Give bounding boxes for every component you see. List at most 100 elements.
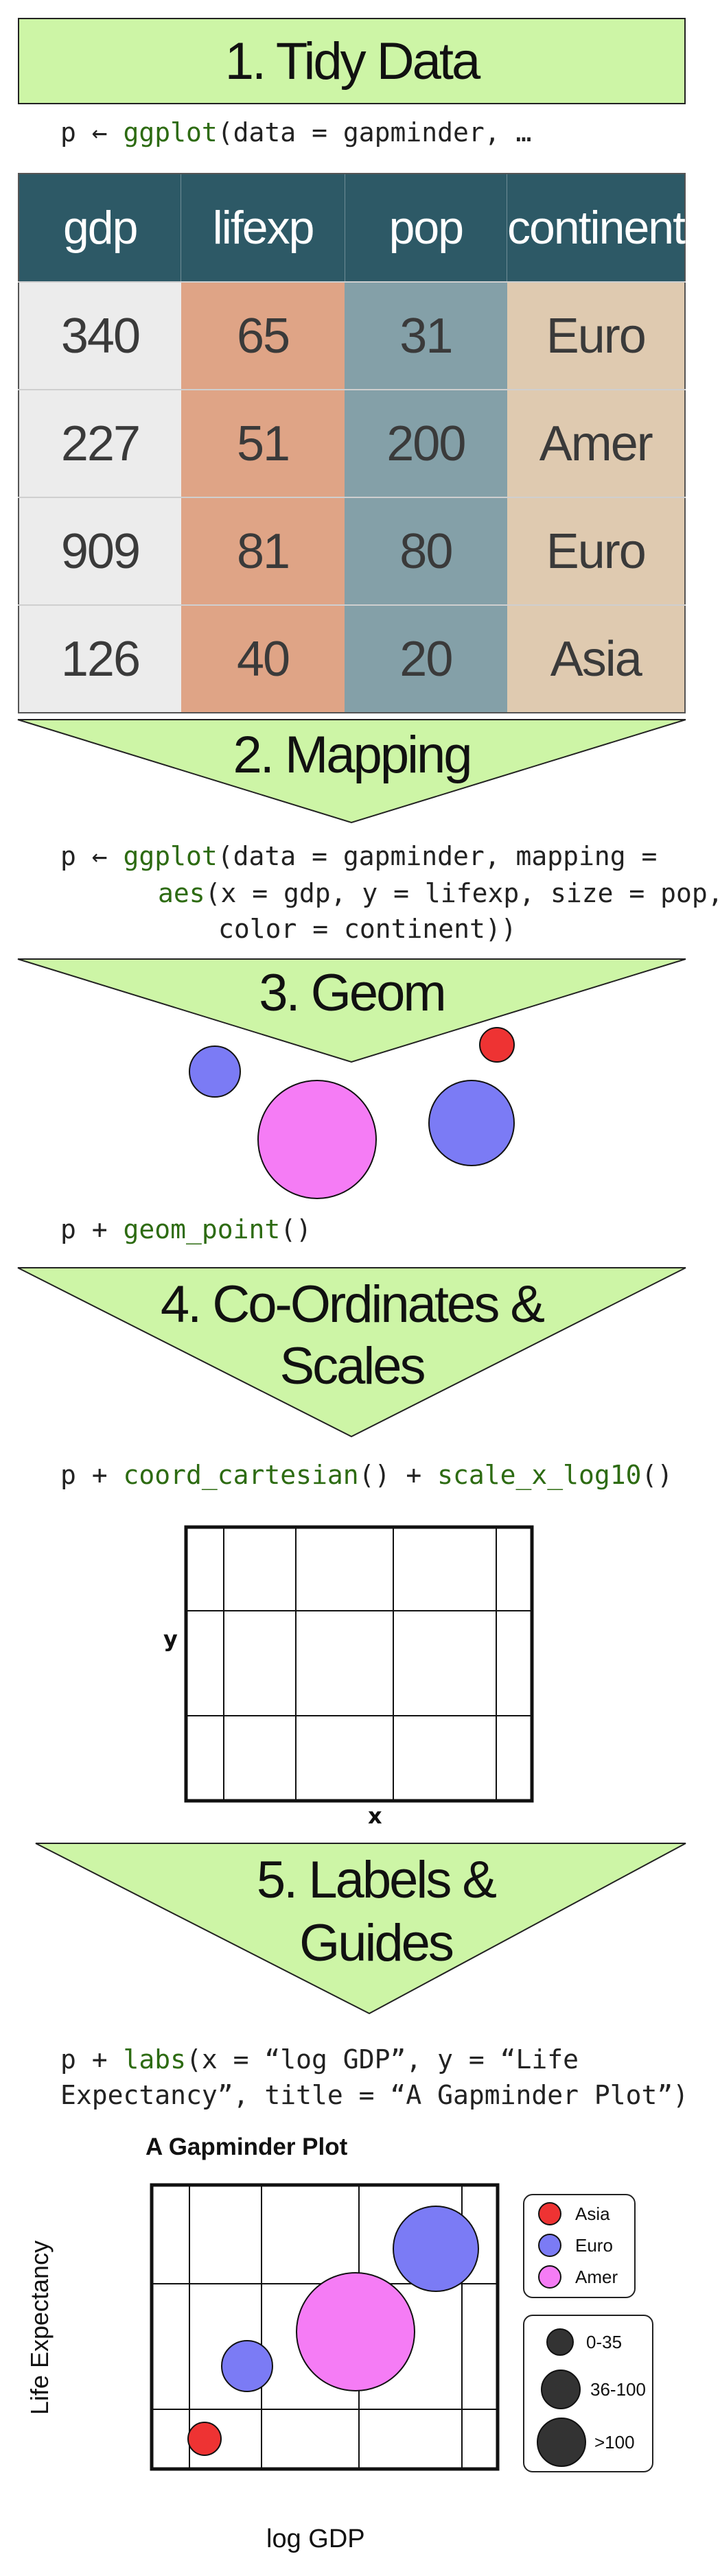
step3-title: 3. Geom <box>259 964 446 1022</box>
table-header: lifexp <box>181 174 345 282</box>
code-p: p ← <box>60 117 124 147</box>
size-legend: 0-35 36-100 >100 <box>523 2315 653 2472</box>
code-fn-geom-point: geom_point <box>123 1214 281 1244</box>
code-rest: () <box>280 1214 312 1244</box>
code-rest: (data = gapminder, … <box>217 117 532 147</box>
table-cell: Euro <box>507 281 685 390</box>
tidy-data-table: gdp lifexp pop continent 340 65 31 Euro … <box>18 173 686 713</box>
size-legend-label: 0-35 <box>586 2331 623 2352</box>
size-legend-item-large: >100 <box>537 2418 635 2467</box>
table-cell: 200 <box>345 389 507 497</box>
step3-funnel: 3. Geom <box>16 958 687 1063</box>
table-cell: 80 <box>345 497 507 605</box>
step2-code: p ← ggplot(data = gapminder, mapping = <box>60 838 657 875</box>
code-fn-labs: labs <box>123 2044 187 2075</box>
plot-point-euro-large <box>393 2206 479 2292</box>
plot-point-euro-small <box>221 2340 273 2392</box>
code-fn-ggplot: ggplot <box>123 841 218 871</box>
code-fn-scale-x-log10: scale_x_log10 <box>437 1460 642 1490</box>
final-plot-area <box>150 2183 500 2471</box>
color-legend: Asia Euro Amer <box>523 2194 636 2298</box>
table-row: 227 51 200 Amer <box>19 389 685 497</box>
final-plot-xlabel: log GDP <box>266 2525 365 2553</box>
step2-funnel: 2. Mapping <box>16 718 687 824</box>
geom-points <box>189 1027 515 1199</box>
final-plot-title: A Gapminder Plot <box>146 2134 348 2160</box>
table-cell: 65 <box>181 281 345 390</box>
step2-code-line3: color = continent)) <box>218 914 517 944</box>
code-mid: () + <box>358 1460 438 1490</box>
table-header: pop <box>345 174 508 282</box>
step4-funnel: 4. Co-Ordinates & Scales <box>16 1266 687 1438</box>
size-legend-label: >100 <box>594 2431 635 2453</box>
step1-code: p ← ggplot(data = gapminder, … <box>60 114 531 151</box>
plot-point-amer <box>296 2272 415 2391</box>
code-p: p + <box>60 1460 124 1490</box>
table-cell: 227 <box>19 389 181 497</box>
code-fn-aes: aes <box>158 878 205 908</box>
table-cell: 40 <box>181 604 345 713</box>
table-cell: 340 <box>19 281 181 390</box>
legend-item-amer: Amer <box>538 2265 618 2289</box>
coord-xlabel: x <box>368 1803 382 1829</box>
legend-label: Amer <box>575 2266 618 2287</box>
table-cell: 126 <box>19 604 181 713</box>
size-swatch <box>537 2418 586 2467</box>
geom-point-euro-large <box>428 1080 515 1166</box>
step5-code-line2: Expectancy”, title = “A Gapminder Plot”) <box>60 2080 689 2110</box>
size-swatch <box>541 2370 581 2409</box>
step5-title-line1: 5. Labels & <box>256 1851 497 1909</box>
plot-point-asia <box>187 2422 222 2456</box>
step5-code: p + labs(x = “log GDP”, y = “Life <box>60 2041 579 2078</box>
legend-swatch <box>538 2234 561 2257</box>
table-cell: 20 <box>345 604 507 713</box>
legend-label: Asia <box>575 2203 610 2224</box>
step5-title-line2: Guides <box>299 1914 454 1972</box>
table-cell: 51 <box>181 389 345 497</box>
table-row: 909 81 80 Euro <box>19 497 685 605</box>
geom-point-asia <box>479 1027 515 1063</box>
size-legend-label: 36-100 <box>590 2378 646 2400</box>
table-cell: 81 <box>181 497 345 605</box>
step1-title-text: 1. Tidy Data <box>224 32 481 91</box>
step2-code-line2: aes(x = gdp, y = lifexp, size = pop, <box>158 875 720 912</box>
step1-title: 1. Tidy Data <box>18 18 686 104</box>
size-legend-item-medium: 36-100 <box>539 2370 646 2409</box>
legend-item-asia: Asia <box>538 2202 610 2225</box>
code-rest: (x = gdp, y = lifexp, size = pop, <box>205 878 720 908</box>
table-cell: Amer <box>507 389 685 497</box>
legend-swatch <box>538 2202 561 2225</box>
code-fn-ggplot: ggplot <box>123 117 218 147</box>
table-row: 126 40 20 Asia <box>19 604 685 713</box>
code-p: p ← <box>60 841 124 871</box>
step3-code: p + geom_point() <box>60 1211 312 1248</box>
table-cell: 909 <box>19 497 181 605</box>
geom-point-amer <box>257 1080 377 1199</box>
code-rest: (data = gapminder, mapping = <box>217 841 658 871</box>
step4-title-line2: Scales <box>279 1337 426 1395</box>
code-fn-coord-cartesian: coord_cartesian <box>123 1460 359 1490</box>
coord-grid <box>184 1525 534 1803</box>
legend-swatch <box>538 2265 561 2289</box>
coord-ylabel: y <box>163 1626 178 1652</box>
size-legend-item-small: 0-35 <box>539 2328 622 2356</box>
table-cell: Asia <box>507 604 685 713</box>
table-cell: 31 <box>345 281 507 390</box>
size-swatch <box>546 2328 574 2356</box>
table-cell: Euro <box>507 497 685 605</box>
code-p: p + <box>60 2044 124 2075</box>
table-row: 340 65 31 Euro <box>19 281 685 390</box>
legend-label: Euro <box>575 2234 613 2256</box>
final-plot-ylabel: Life Expectancy <box>25 2240 54 2415</box>
step2-title: 2. Mapping <box>233 726 472 784</box>
code-rest: (x = “log GDP”, y = “Life <box>186 2044 579 2075</box>
code-p: p + <box>60 1214 124 1244</box>
table-header: gdp <box>19 174 182 282</box>
table-header-row: gdp lifexp pop continent <box>19 174 686 282</box>
table-header: continent <box>507 174 686 282</box>
legend-item-euro: Euro <box>538 2234 613 2257</box>
geom-point-euro-small <box>189 1045 241 1098</box>
step4-code: p + coord_cartesian() + scale_x_log10() <box>60 1456 673 1493</box>
step5-funnel: 5. Labels & Guides <box>34 1842 687 2015</box>
code-rest: () <box>641 1460 673 1490</box>
